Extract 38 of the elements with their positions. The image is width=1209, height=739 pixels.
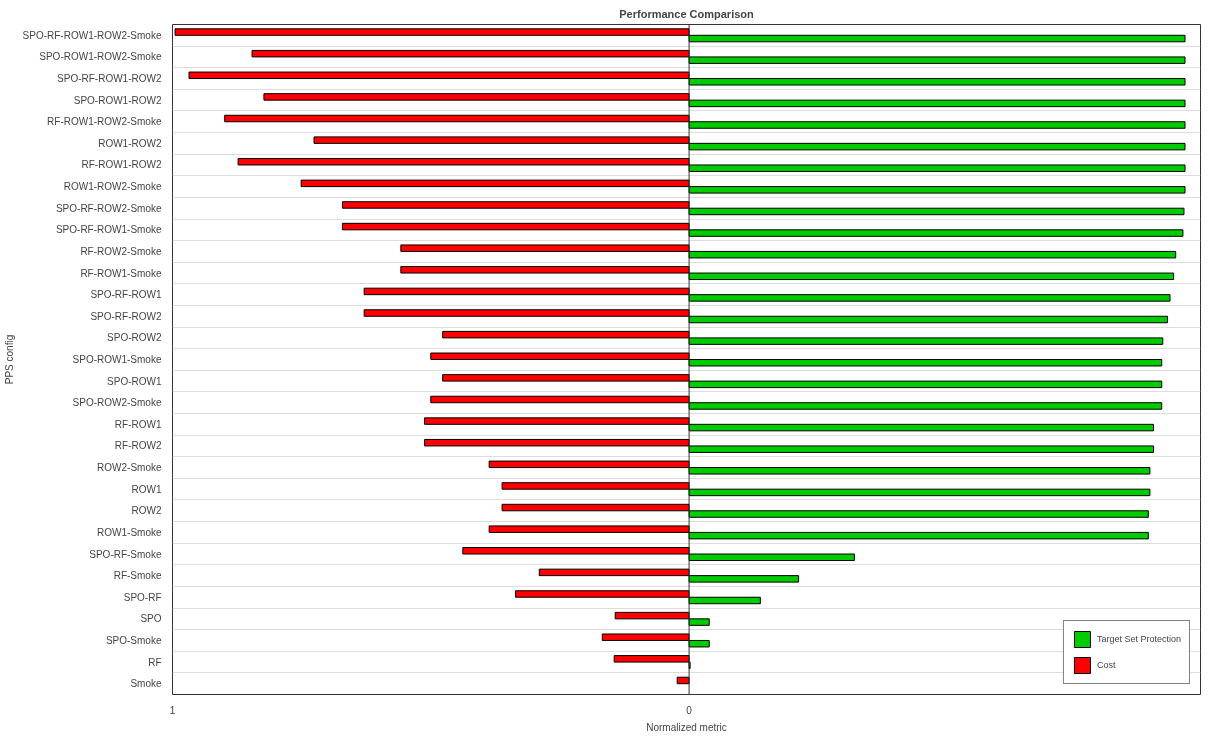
- x-tick-label: 1: [169, 704, 176, 716]
- y-tick-label: SPO-ROW1: [107, 375, 162, 387]
- y-tick-label: ROW2-Smoke: [97, 462, 162, 474]
- y-tick-label: SPO-ROW2: [107, 332, 162, 344]
- y-tick-label: RF-ROW1-Smoke: [80, 267, 162, 279]
- x-axis-title: Normalized metric: [646, 721, 727, 733]
- y-tick-label: SPO: [140, 613, 162, 625]
- chart-title: Performance Comparison: [619, 7, 755, 20]
- y-tick-label: RF-Smoke: [113, 570, 162, 582]
- y-tick-label: SPO-RF-ROW2: [90, 310, 162, 322]
- y-tick-label: SPO-ROW1-ROW2-Smoke: [39, 51, 162, 63]
- y-tick-label: ROW1-ROW2-Smoke: [63, 181, 162, 193]
- y-tick-label: SPO-RF: [123, 591, 162, 603]
- y-tick-label: SPO-ROW1-ROW2: [73, 94, 162, 106]
- y-tick-label: RF-ROW2-Smoke: [80, 245, 162, 257]
- y-tick-label: SPO-RF-ROW1-ROW2: [57, 73, 162, 85]
- legend-label: Target Set Protection: [1096, 634, 1181, 644]
- y-tick-label: RF-ROW2: [114, 440, 162, 452]
- y-axis-title: PPS config: [3, 334, 15, 385]
- y-tick-label: ROW1-ROW2: [98, 137, 162, 149]
- y-tick-label: Smoke: [130, 678, 162, 690]
- legend-label: Cost: [1096, 660, 1117, 670]
- y-tick-label: SPO-RF-ROW1-ROW2-Smoke: [22, 29, 162, 41]
- y-tick-label: SPO-RF-ROW1-Smoke: [55, 224, 162, 236]
- y-tick-label: SPO-ROW1-Smoke: [72, 354, 162, 365]
- y-tick-label: RF-ROW1-ROW2-Smoke: [47, 116, 162, 128]
- y-tick-label: SPO-ROW2-Smoke: [72, 397, 162, 409]
- x-tick-label: 0: [686, 704, 693, 716]
- y-tick-label: SPO-RF-ROW1: [90, 289, 162, 301]
- y-tick-label: RF-ROW1-ROW2: [81, 159, 162, 171]
- y-tick-label: ROW2: [131, 505, 162, 517]
- y-tick-label: SPO-RF-ROW2-Smoke: [55, 202, 162, 214]
- y-tick-label: ROW1-Smoke: [97, 526, 162, 538]
- y-tick-label: RF: [148, 656, 162, 668]
- y-tick-label: ROW1: [131, 483, 162, 495]
- y-tick-label: RF-ROW1: [114, 418, 162, 430]
- y-tick-label: SPO-Smoke: [105, 634, 162, 646]
- y-tick-label: SPO-RF-Smoke: [89, 548, 162, 560]
